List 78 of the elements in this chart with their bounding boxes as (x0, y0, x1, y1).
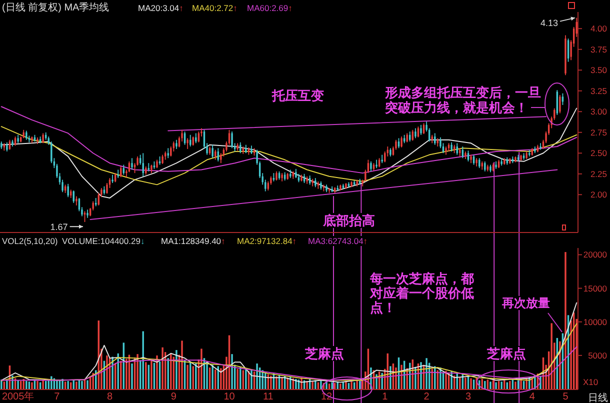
candlestick (370, 160, 372, 172)
x-tick-label: 7 (54, 392, 60, 402)
x-tick-label: 2005年 (2, 390, 34, 402)
text: MA60:2.69↑ (247, 3, 292, 13)
y-tick-label: 3.25 (590, 86, 608, 96)
candlestick (314, 178, 316, 188)
candlestick (295, 168, 297, 178)
x-tick-label: 9 (170, 392, 177, 402)
y-tick-label: 5000 (588, 350, 608, 360)
text: MA2:97132.84↑ (237, 236, 297, 246)
y-tick-label: 10000 (583, 316, 608, 327)
x-tick-label: 8 (106, 392, 113, 402)
candlestick (212, 144, 214, 159)
y-tick-label: 3.50 (590, 65, 608, 76)
candlestick (186, 138, 188, 150)
y-tick-label: 2.75 (590, 127, 608, 138)
text: MA1:128349.40↑ (161, 236, 226, 246)
y-tick-label: 2.00 (590, 190, 608, 200)
candlestick (176, 139, 178, 150)
candlestick (6, 142, 8, 152)
line-series (0, 346, 578, 381)
y-tick-label: 20000 (583, 250, 608, 260)
chart-title: (日线 前复权) MA季均线 (2, 2, 110, 14)
candlestick (440, 136, 442, 149)
y-tick-label: 2.25 (590, 168, 608, 179)
candlestick (484, 160, 486, 172)
x-tick-label: 12 (320, 392, 333, 402)
candlestick (467, 150, 470, 162)
candlestick (400, 136, 402, 148)
candlestick (162, 154, 164, 164)
text: VOLUME:104400.29↓ (62, 236, 145, 246)
annotation: 底部抬高 (322, 213, 375, 228)
y-tick-label: 2.50 (590, 148, 608, 158)
annotation: 每一次芝麻点，都对应着一个股价低点！ (369, 271, 474, 315)
text: 日线 (588, 392, 608, 403)
annotation: 芝麻点 (304, 346, 344, 361)
candlestick (231, 131, 233, 149)
x-tick-label: 11 (262, 392, 274, 402)
annotation: 1.67 (50, 222, 68, 232)
candlestick (406, 132, 408, 143)
line-series (0, 126, 578, 186)
line-series (0, 323, 578, 382)
candlestick (450, 142, 452, 152)
y-tick-label: 15000 (583, 283, 608, 294)
candlestick (14, 136, 16, 146)
candlestick (559, 94, 561, 114)
text: MA3:62743.04↑ (308, 236, 368, 246)
chart-title: VOL2(5,10,20) (2, 236, 58, 246)
y-tick-label: 3.00 (590, 106, 608, 117)
candlestick (42, 132, 44, 144)
candlestick (540, 142, 542, 150)
annotation: 芝麻点 (486, 346, 526, 361)
x-tick-label: 5 (562, 392, 569, 402)
y-tick-label: 3.75 (590, 44, 608, 54)
text: MA40:2.72↑ (192, 3, 238, 13)
annotation: 再次放量 (501, 296, 550, 310)
annotation: 形成多组托压互变后，一旦突破压力线，就是机会！ (384, 85, 541, 115)
candlestick (420, 124, 422, 136)
x-tick-label: 3 (465, 392, 472, 402)
candlestick (267, 180, 270, 191)
x-tick-label: 4 (529, 392, 536, 402)
candlestick (26, 130, 28, 140)
candlestick (276, 170, 278, 181)
text: MA20:3.04↑ (138, 3, 184, 13)
annotation: 托压互变 (271, 88, 324, 103)
candlestick (76, 196, 78, 206)
candlestick (67, 183, 69, 198)
candlestick (434, 132, 436, 146)
x-tick-label: 10 (224, 392, 236, 402)
candlestick (195, 132, 197, 144)
x-tick-label: 2 (424, 392, 430, 402)
candlestick (114, 172, 116, 183)
candlestick (414, 128, 416, 139)
candlestick (131, 158, 133, 170)
y-axis-title: X10 (583, 377, 598, 387)
y-tick-label: 4.00 (590, 24, 608, 34)
x-tick-label: 1 (382, 392, 388, 402)
annotation: 4.13 (540, 18, 558, 28)
